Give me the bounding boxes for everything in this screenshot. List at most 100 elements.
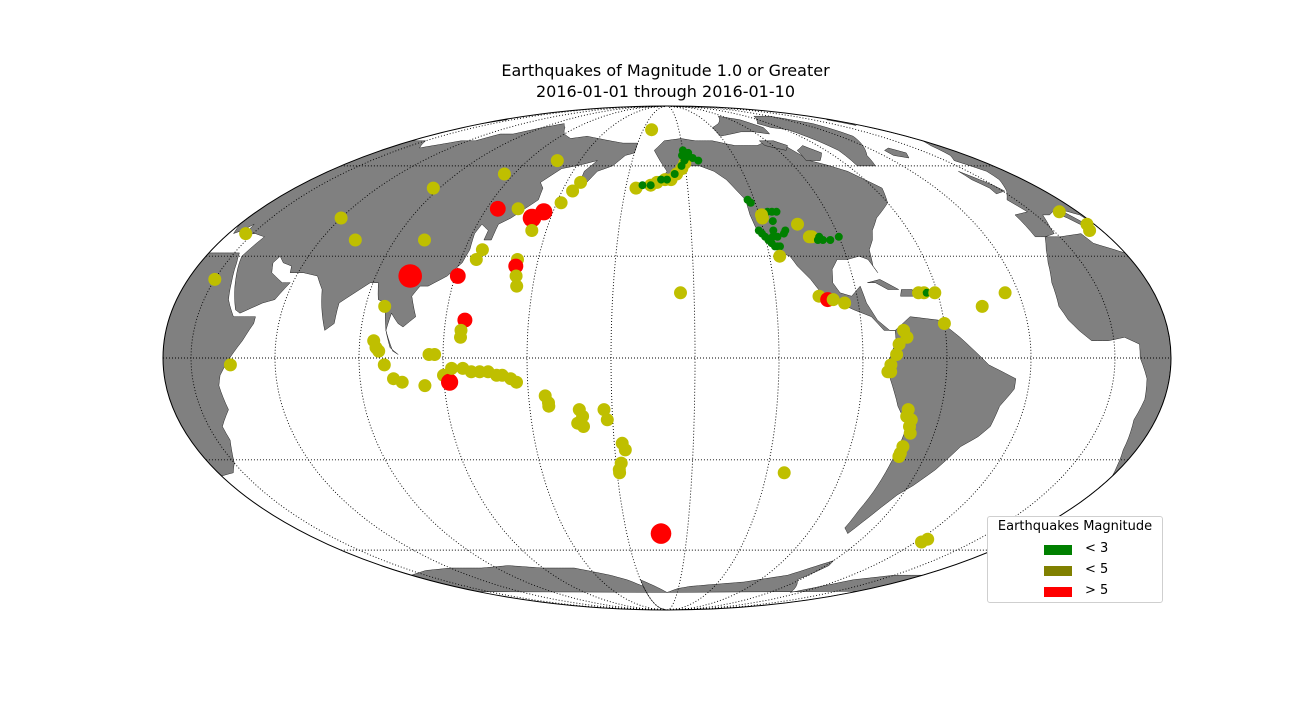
quake-point-low xyxy=(773,232,782,241)
quake-point-mid xyxy=(998,286,1012,300)
quake-point-mid xyxy=(454,330,467,344)
land-polygon xyxy=(884,147,910,159)
quake-point-mid xyxy=(418,379,432,393)
map-boundary xyxy=(162,105,1172,611)
quake-point-low xyxy=(657,175,666,184)
land-polygon xyxy=(867,279,899,290)
meridian-line xyxy=(666,106,1116,610)
quake-point-high xyxy=(457,312,473,328)
quake-point-mid xyxy=(884,365,898,379)
quake-point-high xyxy=(489,200,506,217)
quake-point-high xyxy=(449,268,466,284)
quake-point-mid xyxy=(890,348,904,361)
quake-point-mid xyxy=(239,227,253,241)
quake-point-mid xyxy=(600,413,614,427)
land-polygon xyxy=(958,171,1006,195)
quake-point-low xyxy=(781,226,790,235)
quake-point-mid xyxy=(975,299,989,313)
quake-point-low xyxy=(769,226,778,235)
quake-point-low xyxy=(678,151,686,160)
quake-point-low xyxy=(638,181,647,190)
meridian-line xyxy=(190,106,668,610)
quake-point-mid xyxy=(1083,224,1097,237)
meridian-line xyxy=(666,106,1032,610)
quake-point-mid xyxy=(903,426,917,440)
quake-point-mid xyxy=(469,253,483,266)
quake-point-mid xyxy=(497,167,511,181)
quake-point-mid xyxy=(428,348,442,361)
quake-point-low xyxy=(826,236,835,244)
quake-point-mid xyxy=(773,249,787,263)
quake-point-low xyxy=(776,242,784,251)
quake-point-low xyxy=(694,156,703,165)
quake-point-mid xyxy=(645,123,659,137)
quake-point-mid xyxy=(892,337,906,351)
quake-point-mid xyxy=(426,181,440,195)
quake-point-mid xyxy=(574,175,588,189)
quake-point-mid xyxy=(510,375,523,389)
quake-point-mid xyxy=(554,196,568,210)
legend-swatch-high xyxy=(1044,587,1072,597)
legend-swatch-mid xyxy=(1044,566,1072,576)
quake-point-mid xyxy=(509,269,523,283)
quake-point-mid xyxy=(542,399,556,413)
land-polygon xyxy=(796,145,822,161)
legend-label-low: < 3 xyxy=(1085,541,1109,556)
graticule xyxy=(163,106,1171,610)
quake-point-mid xyxy=(377,358,391,372)
chart-title: Earthquakes of Magnitude 1.0 or Greater xyxy=(501,61,830,80)
legend-title: Earthquakes Magnitude xyxy=(997,519,1153,534)
quake-point-low xyxy=(670,170,679,178)
quake-point-mid xyxy=(550,154,564,168)
quake-point-high xyxy=(650,523,672,544)
quake-point-high xyxy=(441,373,459,391)
quake-point-mid xyxy=(597,403,611,417)
quake-point-mid xyxy=(445,361,459,375)
land-polygon xyxy=(900,289,915,297)
legend: Earthquakes Magnitude < 3 < 5 > 5 xyxy=(987,516,1163,603)
quake-point-mid xyxy=(928,286,942,300)
quake-point-mid xyxy=(223,358,237,372)
quake-point-mid xyxy=(348,233,362,247)
quake-point-mid xyxy=(208,272,222,286)
chart-subtitle: 2016-01-01 through 2016-01-10 xyxy=(535,82,795,101)
quake-point-mid xyxy=(892,450,906,463)
quake-point-high xyxy=(522,208,542,228)
quake-point-mid xyxy=(475,243,489,257)
quake-point-mid xyxy=(674,286,687,300)
quake-point-low xyxy=(768,217,777,226)
land-polygon xyxy=(712,115,771,137)
legend-swatch-low xyxy=(1044,545,1072,555)
quake-point-mid xyxy=(618,443,632,457)
quake-point-mid xyxy=(525,224,539,237)
quake-point-high xyxy=(398,264,423,288)
land-masses xyxy=(163,115,1171,610)
quake-point-low xyxy=(746,198,755,207)
quake-point-low xyxy=(663,175,671,184)
quake-point-low xyxy=(834,232,843,241)
quake-point-mid xyxy=(334,211,348,225)
quake-point-mid xyxy=(937,317,951,330)
quake-point-mid xyxy=(1052,205,1066,219)
quake-point-mid xyxy=(777,466,791,480)
legend-label-mid: < 5 xyxy=(1085,562,1109,577)
quake-point-mid xyxy=(577,420,590,433)
quake-point-mid xyxy=(418,233,431,247)
legend-label-high: > 5 xyxy=(1085,583,1109,598)
quake-point-low xyxy=(818,236,827,244)
quake-point-mid xyxy=(378,299,392,313)
quake-point-mid xyxy=(791,217,804,231)
quake-point-mid xyxy=(372,344,386,358)
quake-point-mid xyxy=(826,293,840,307)
quake-point-mid xyxy=(755,211,769,225)
quake-point-mid xyxy=(510,279,524,293)
land-polygon xyxy=(753,116,876,167)
earthquake-points xyxy=(208,123,1097,549)
quake-point-mid xyxy=(838,296,852,310)
quake-point-mid xyxy=(566,184,580,198)
quake-point-mid xyxy=(915,535,928,549)
quake-point-high xyxy=(508,258,524,274)
meridian-line xyxy=(666,106,864,610)
meridian-line xyxy=(610,106,668,610)
